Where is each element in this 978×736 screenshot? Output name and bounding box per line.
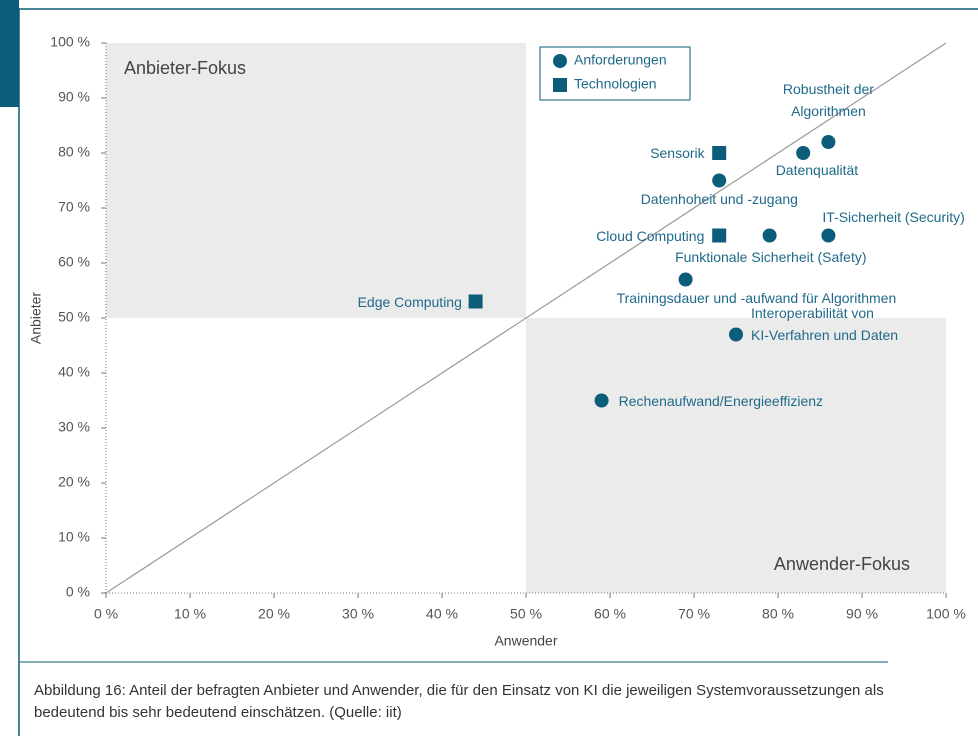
point-label: Trainingsdauer und -aufwand für Algorith…: [616, 289, 897, 306]
point: [468, 294, 483, 309]
y-tick-label: 30 %: [58, 419, 90, 435]
y-tick-label: 70 %: [58, 199, 90, 215]
point-label: Robustheit der Algorithmen: [782, 81, 874, 119]
y-tick-label: 40 %: [58, 364, 90, 380]
point-label: Sensorik: [650, 145, 705, 161]
point: [762, 228, 777, 243]
point: [678, 272, 693, 287]
y-tick-label: 90 %: [58, 89, 90, 105]
x-tick-label: 80 %: [762, 606, 794, 622]
corner-accent: [0, 0, 19, 107]
y-axis-label: Anbieter: [28, 292, 44, 344]
y-tick-label: 0 %: [66, 584, 90, 600]
quadrant: [106, 43, 526, 318]
x-tick-label: 50 %: [510, 606, 542, 622]
quadrant: [526, 318, 946, 593]
y-tick-label: 50 %: [58, 309, 90, 325]
point: [712, 173, 727, 188]
x-tick-label: 10 %: [174, 606, 206, 622]
y-tick-label: 100 %: [50, 34, 90, 50]
quadrant-label: Anwender-Fokus: [774, 554, 910, 574]
diagonal: [105, 42, 947, 594]
point-label: Edge Computing: [357, 293, 462, 310]
point: [821, 228, 836, 243]
x-tick-label: 100 %: [926, 606, 966, 622]
point: [594, 393, 609, 408]
x-axis-label: Anwender: [494, 633, 557, 649]
y-tick-label: 80 %: [58, 144, 90, 160]
point: [729, 327, 743, 342]
legend-marker: [553, 54, 567, 68]
point: [712, 146, 727, 160]
quadrant-label: Anbieter-Fokus: [124, 58, 246, 78]
point-label: Funktionale Sicherheit (Safety): [675, 248, 867, 265]
point-label: Cloud Computing: [596, 227, 705, 244]
legend-marker: [553, 78, 567, 92]
point-label: Datenqualität: [775, 162, 859, 178]
caption: Abbildung 16: Anteil der befragten Anbie…: [34, 682, 884, 721]
point: [821, 135, 836, 149]
x-tick-label: 90 %: [846, 606, 878, 622]
x-tick-label: 0 %: [94, 606, 118, 622]
x-tick-label: 20 %: [258, 606, 290, 622]
x-tick-label: 40 %: [426, 606, 458, 622]
y-tick-label: 10 %: [58, 529, 90, 545]
point-label: IT-Sicherheit (Security): [822, 208, 965, 225]
point-label: Datenhoheit und -zugang: [640, 190, 798, 207]
x-tick-label: 30 %: [342, 606, 374, 622]
legend-label: Technologien: [574, 76, 657, 92]
point: [796, 146, 811, 160]
point: [712, 228, 727, 243]
y-tick-label: 60 %: [58, 254, 90, 270]
y-tick-label: 20 %: [58, 474, 90, 490]
point-label: Interoperabilität von KI-Verfahren und D…: [751, 304, 899, 343]
x-tick-label: 60 %: [594, 606, 626, 622]
x-tick-label: 70 %: [678, 606, 710, 622]
legend-label: Anforderungen: [574, 52, 667, 68]
point-label: Rechenaufwand/Energieeffizienz: [618, 392, 824, 409]
